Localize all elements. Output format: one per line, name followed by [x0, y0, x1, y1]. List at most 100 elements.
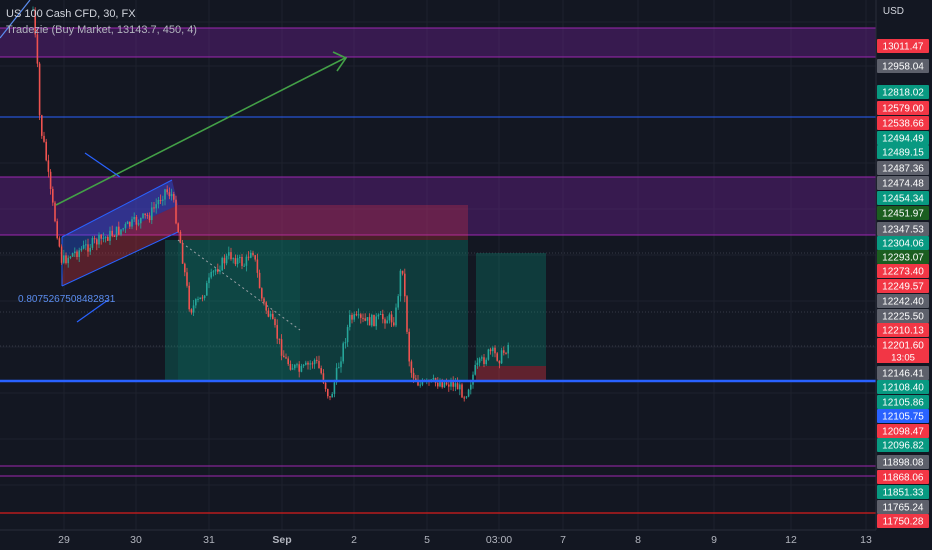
candle-body [445, 382, 448, 385]
candle-body [52, 188, 54, 203]
candle-body [80, 248, 83, 251]
price-label: 12242.40 [882, 297, 924, 308]
time-axis-background [0, 530, 876, 550]
candle-body [135, 217, 138, 225]
candle-body [316, 359, 318, 361]
time-label: 29 [58, 534, 70, 546]
candle-body [78, 250, 80, 257]
take-profit-inner [178, 240, 300, 380]
candle-body [151, 207, 153, 221]
candle-body [54, 202, 56, 222]
time-axis[interactable]: 29 30 31 Sep 2 5 03:00 7 8 9 12 13 [0, 529, 876, 550]
candle-body [142, 213, 144, 218]
price-label: 12201.60 [882, 341, 924, 352]
price-label-bg [877, 438, 929, 452]
candle-body [219, 270, 221, 272]
indicator-legend[interactable]: Tradezie (Buy Market, 13143.7, 450, 4) [6, 24, 197, 36]
blue-ray-lower[interactable] [76, 299, 109, 323]
purple-zone-middle [0, 177, 876, 235]
candle-body [393, 322, 395, 326]
candle-body [201, 297, 204, 299]
price-label-bg [877, 222, 929, 236]
price-label: 12489.15 [882, 148, 924, 159]
take-profit-box-2 [476, 253, 546, 366]
candle-body [421, 380, 424, 385]
channel-bottom-line [61, 231, 179, 287]
candlestick-series [32, 6, 509, 402]
candle-body [122, 228, 124, 230]
price-label: 11898.08 [883, 458, 924, 469]
candle-body [470, 384, 472, 390]
candle-body [206, 283, 208, 296]
price-label: 11851.33 [883, 488, 924, 499]
candle-body [342, 343, 344, 362]
price-label-bg [877, 279, 929, 293]
symbol-title[interactable]: US 100 Cash CFD, 30, FX [6, 8, 136, 20]
candle-body [212, 271, 215, 273]
green-arrow-line[interactable] [55, 57, 346, 206]
candle-body [302, 364, 305, 366]
blue-ray-upper[interactable] [84, 152, 121, 178]
price-label: 12454.34 [882, 194, 924, 205]
candle-body [375, 316, 377, 327]
candle-body [38, 63, 41, 116]
candle-body [333, 382, 336, 394]
candle-body [459, 384, 461, 390]
candle-body [371, 314, 373, 326]
channel-top-line [61, 179, 173, 238]
currency-label[interactable]: USD [882, 6, 904, 17]
candle-body [252, 252, 254, 256]
price-label: 12579.00 [882, 104, 924, 115]
green-arrow-head[interactable] [332, 51, 348, 72]
candle-body [113, 235, 116, 237]
candle-body [217, 269, 219, 272]
candle-body [71, 253, 74, 257]
time-label: 12 [785, 534, 797, 546]
candle-body [324, 382, 327, 389]
price-label: 12273.40 [882, 267, 924, 278]
candle-body [305, 362, 307, 365]
candle-body [379, 313, 382, 315]
candle-body [49, 171, 52, 189]
price-axis[interactable]: 13011.47 12958.04 12818.02 12579.00 12538.66… [875, 0, 932, 530]
candle-body [483, 357, 485, 365]
candle-body [234, 258, 237, 265]
candle-body [85, 244, 87, 246]
candle-body [474, 364, 476, 375]
price-label-bg [877, 485, 929, 499]
price-label-bg [877, 131, 929, 145]
candle-body [408, 331, 410, 362]
drawing-tools[interactable] [0, 0, 876, 383]
candle-body [118, 226, 120, 235]
candle-body [498, 360, 501, 364]
candle-body [111, 230, 113, 236]
candle-body [250, 252, 252, 258]
price-label-bg [877, 59, 929, 73]
candle-body [131, 219, 133, 227]
candle-body [34, 9, 36, 35]
price-label-bg [877, 161, 929, 175]
candle-body [274, 318, 276, 326]
candle-body [463, 397, 465, 399]
candle-body [45, 141, 47, 161]
price-label: 12487.36 [882, 164, 924, 175]
candle-body [261, 288, 263, 299]
price-label-bg [877, 206, 929, 220]
candle-body [228, 252, 230, 256]
candle-body [357, 314, 360, 316]
candle-body [168, 192, 171, 197]
candle-body [91, 238, 94, 248]
candle-body [60, 246, 63, 263]
candle-body [388, 314, 391, 321]
time-label: 7 [560, 534, 566, 546]
price-label-bg [877, 500, 929, 514]
candle-body [307, 362, 309, 365]
candle-body [247, 256, 250, 258]
price-label: 12108.40 [882, 383, 924, 394]
candle-body [157, 199, 160, 205]
candle-body [232, 258, 234, 260]
blue-ray-top-left[interactable] [0, 0, 31, 39]
time-label: 2 [351, 534, 357, 546]
countdown-bg [877, 351, 929, 363]
